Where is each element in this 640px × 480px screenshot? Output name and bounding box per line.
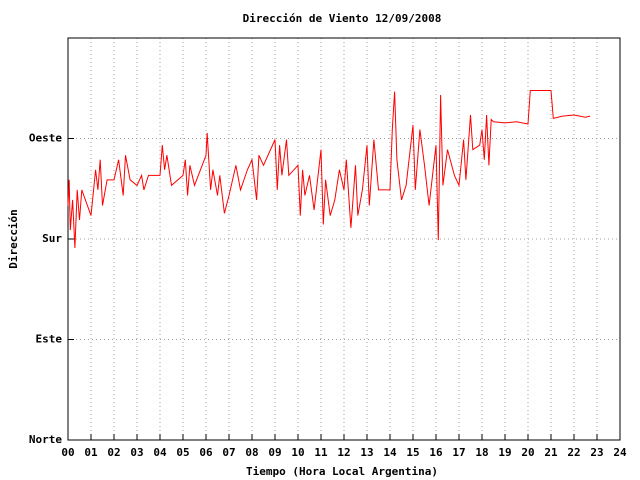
x-tick-label: 08 (245, 446, 258, 459)
x-tick-label: 04 (153, 446, 167, 459)
data-line (67, 89, 591, 248)
x-tick-label: 09 (268, 446, 281, 459)
y-tick-label: Sur (42, 232, 62, 245)
x-tick-label: 22 (567, 446, 580, 459)
x-tick-label: 21 (544, 446, 558, 459)
x-tick-label: 13 (360, 446, 373, 459)
x-tick-label: 01 (84, 446, 98, 459)
chart-title: Dirección de Viento 12/09/2008 (243, 12, 442, 25)
x-tick-label: 07 (222, 446, 235, 459)
y-tick-label: Oeste (29, 132, 62, 145)
x-tick-label: 06 (199, 446, 213, 459)
y-tick-label: Norte (29, 433, 62, 446)
x-tick-label: 15 (406, 446, 419, 459)
x-tick-label: 23 (590, 446, 603, 459)
x-tick-label: 19 (498, 446, 511, 459)
x-tick-label: 24 (613, 446, 627, 459)
x-tick-label: 10 (291, 446, 304, 459)
x-tick-label: 02 (107, 446, 120, 459)
y-axis-label: Dirección (7, 209, 20, 269)
x-tick-label: 14 (383, 446, 397, 459)
x-tick-label: 00 (61, 446, 74, 459)
x-tick-label: 12 (337, 446, 350, 459)
y-tick-label: Este (36, 333, 63, 346)
x-tick-label: 05 (176, 446, 189, 459)
plot-frame (67, 37, 621, 441)
x-tick-label: 17 (452, 446, 465, 459)
x-tick-label: 11 (314, 446, 328, 459)
x-tick-label: 16 (429, 446, 443, 459)
x-tick-label: 20 (521, 446, 534, 459)
x-tick-label: 03 (130, 446, 143, 459)
x-axis-label: Tiempo (Hora Local Argentina) (246, 465, 438, 478)
x-tick-label: 18 (475, 446, 488, 459)
